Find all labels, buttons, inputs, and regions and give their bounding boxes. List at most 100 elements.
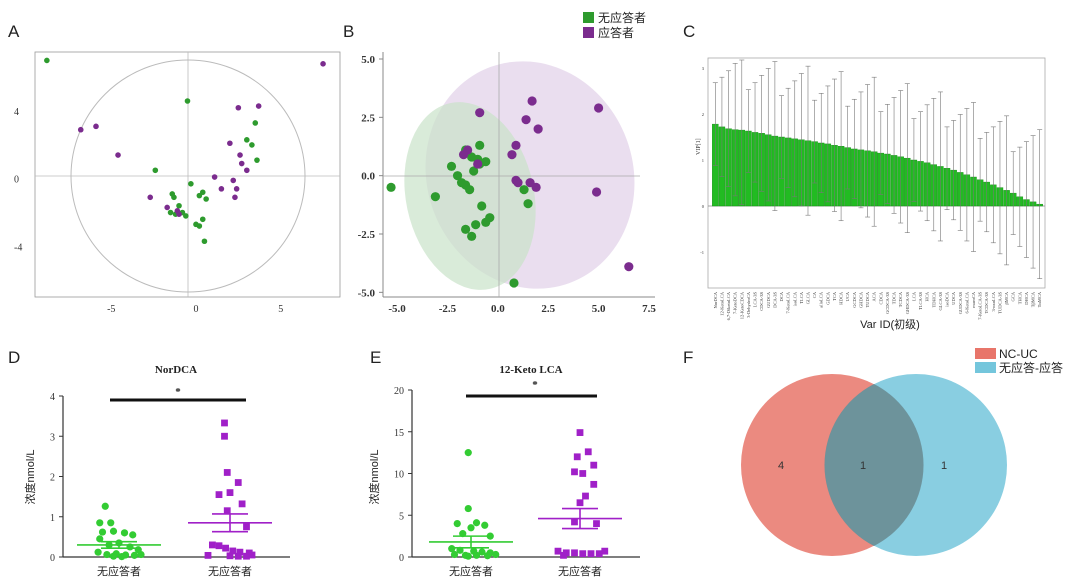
panel-c-category-label: HDCA [839, 291, 844, 305]
panel-d-ytick: 0 [50, 553, 55, 564]
panel-c-category-label: 3-oxoLCA [991, 291, 996, 311]
panel-e-point [486, 532, 494, 540]
panel-d-point [120, 529, 129, 537]
panel-a-xtick: 0 [193, 304, 198, 315]
panel-d-point [234, 479, 242, 486]
panel-e-ytick: 5 [399, 511, 404, 522]
panel-c-category-label: isoLCA [792, 291, 797, 306]
panel-c-category-label: UCA [845, 291, 850, 301]
panel-d-point [204, 551, 212, 559]
panel-c-category-label: βMCA [1004, 291, 1009, 304]
panel-b-point [386, 182, 396, 192]
panel-c-category-label: GCDCA-3S [885, 292, 890, 315]
panel-a-point [238, 160, 245, 167]
panel-c-category-label: 12-KetoCDCA [739, 291, 744, 319]
panel-c-category-label: 3-DehydroCA [746, 291, 751, 317]
panel-a-point [152, 167, 159, 174]
panel-a-point [147, 194, 154, 201]
panel-c-category-label: TLCA [799, 291, 804, 303]
panel-d-point [94, 548, 102, 556]
panel-a-xtick: 5 [278, 304, 283, 315]
panel-c-frame [707, 57, 1046, 289]
panel-d-xcat-1: 无应答者 [97, 564, 141, 578]
panel-c-category-label: muroCA [971, 291, 976, 308]
panel-d-point [103, 550, 111, 559]
panel-e-title: 12-Keto LCA [499, 364, 562, 376]
panel-d-xcat-2: 无应答者 [208, 564, 252, 578]
panel-c-category-label: 6-KetoLCA [964, 291, 969, 313]
panel-d-nordca-dotplot: NorDCA * 浓度nmol/L 4 3 2 1 0 无应答者 无应答者 [23, 364, 290, 578]
panel-d-point [137, 550, 145, 559]
panel-b-nonresponder-ellipse [404, 102, 536, 290]
panel-b-point [513, 178, 523, 188]
panel-b-ytick: 2.5 [361, 112, 375, 124]
panel-d-point [223, 469, 231, 476]
panel-d-ytick: 1 [50, 513, 55, 524]
panel-b-point [591, 187, 602, 197]
panel-c-category-label: THCA [1017, 291, 1022, 304]
panel-c-category-label: TUDCA-3S [997, 292, 1002, 314]
panel-a-point [218, 186, 225, 192]
venn-right-count: 1 [941, 460, 947, 472]
panel-c-category-label: 7-KetoLCA-3S [978, 292, 983, 320]
panel-d-point [234, 552, 242, 560]
panel-d-point [118, 552, 126, 561]
venn-legend-label-nr-r: 无应答-应答 [999, 360, 1063, 375]
panel-b-point [469, 166, 479, 176]
panel-d-ytick: 2 [50, 473, 55, 484]
panel-d-ylabel: 浓度nmol/L [23, 449, 37, 504]
panel-a-point [183, 213, 189, 219]
panel-c-ytick: 1 [702, 158, 704, 163]
panel-b-ytick: -5.0 [358, 287, 376, 299]
panel-c-category-label: GHDCA [858, 291, 863, 308]
panel-b-xtick: 5.0 [592, 303, 606, 315]
panel-d-point [107, 519, 115, 527]
panel-a-point [199, 189, 206, 196]
panel-b-xtick: 7.5 [642, 303, 656, 315]
panel-e-point [601, 547, 609, 555]
panel-e-point [576, 429, 584, 436]
panel-e-point [448, 545, 456, 553]
panel-a-point [93, 123, 99, 130]
panel-c-category-label: CDCA-3S [759, 292, 764, 311]
panel-e-point [593, 520, 600, 527]
panel-a-point [199, 216, 206, 223]
panel-a-xtick: -5 [107, 304, 115, 315]
panel-c-category-label: TCA [832, 291, 837, 301]
panel-d-point [98, 528, 107, 536]
panel-e-point [584, 448, 592, 456]
panel-a-point [211, 174, 218, 180]
panel-e-ytick: 20 [394, 386, 404, 397]
panel-a-point [188, 180, 194, 187]
panel-c-category-label: TαMCA [1037, 291, 1042, 307]
venn-legend-swatch-nr-r [975, 362, 996, 373]
panel-a-point [196, 192, 203, 199]
panel-c-category-label: TLCA-3S [918, 292, 923, 310]
panel-c-category-label: GHDCA-3S [905, 292, 910, 315]
panel-a-point [244, 137, 250, 143]
panel-e-point [571, 518, 578, 526]
panel-b-point [531, 182, 541, 192]
panel-c-category-label: GLCA [805, 291, 810, 304]
panel-d-point [226, 489, 234, 496]
panel-b-point [527, 96, 537, 106]
panel-c-category-label: NorDCA [713, 291, 718, 308]
panel-b-point [509, 278, 519, 288]
panel-c-category-label: LCA-3S [753, 292, 758, 308]
panel-c-ytick: 3 [702, 66, 705, 71]
panel-e-xcat-2: 无应答者 [558, 564, 602, 578]
panel-d-ytick: 3 [50, 432, 55, 443]
panel-b-point [511, 140, 521, 150]
panel-a-point [201, 238, 208, 245]
panel-c-ytick: -1 [700, 250, 704, 255]
panel-d-point [129, 531, 137, 539]
panel-b-point [521, 115, 531, 125]
panel-label-d: D [8, 348, 20, 367]
panel-c-category-label: DCA-3S [772, 292, 777, 308]
panel-a-point [115, 152, 121, 158]
legend-label-responder: 应答者 [598, 25, 634, 40]
panel-a-ytick: 4 [14, 107, 19, 118]
panel-e-point [492, 550, 500, 559]
panel-b-point [446, 161, 457, 171]
